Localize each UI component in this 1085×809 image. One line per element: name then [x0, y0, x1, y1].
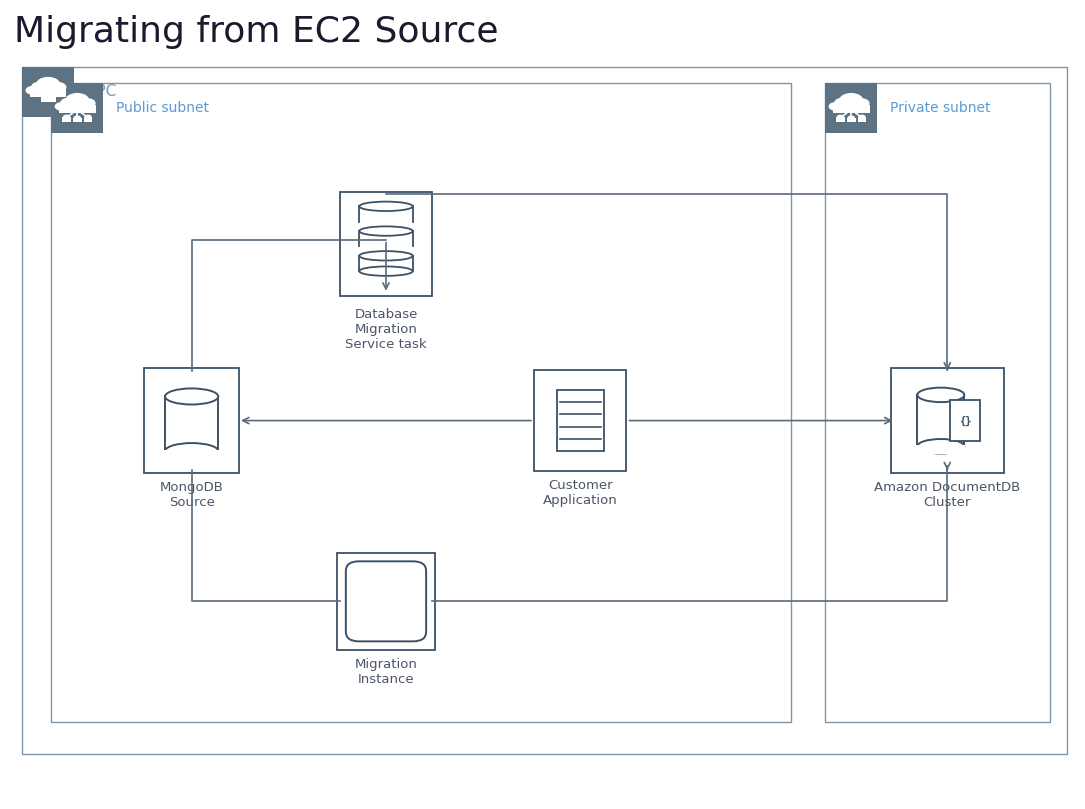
Circle shape [838, 115, 844, 120]
Ellipse shape [829, 102, 844, 111]
Circle shape [848, 116, 855, 121]
FancyBboxPatch shape [22, 67, 74, 116]
Ellipse shape [60, 97, 79, 109]
Text: Private subnet: Private subnet [890, 101, 991, 115]
Text: Public subnet: Public subnet [116, 101, 209, 115]
FancyBboxPatch shape [62, 116, 71, 121]
Ellipse shape [54, 102, 69, 111]
Text: Amazon DocumentDB
Cluster: Amazon DocumentDB Cluster [875, 481, 1020, 509]
FancyBboxPatch shape [916, 446, 966, 455]
Ellipse shape [834, 97, 854, 109]
FancyBboxPatch shape [826, 83, 877, 133]
Circle shape [85, 115, 91, 120]
Text: Database
Migration
Service task: Database Migration Service task [345, 308, 426, 351]
Circle shape [63, 115, 69, 120]
Ellipse shape [165, 443, 218, 460]
Ellipse shape [65, 93, 89, 107]
FancyBboxPatch shape [858, 116, 866, 121]
FancyBboxPatch shape [847, 117, 856, 122]
FancyBboxPatch shape [144, 368, 239, 472]
FancyBboxPatch shape [163, 451, 220, 461]
Ellipse shape [359, 227, 412, 235]
Ellipse shape [917, 388, 965, 402]
Ellipse shape [359, 266, 412, 276]
Ellipse shape [25, 86, 40, 95]
FancyBboxPatch shape [535, 371, 626, 471]
Ellipse shape [78, 98, 95, 108]
Text: Migration
Instance: Migration Instance [355, 658, 418, 685]
Circle shape [74, 108, 80, 112]
FancyBboxPatch shape [73, 117, 81, 122]
FancyBboxPatch shape [59, 105, 95, 112]
Ellipse shape [30, 82, 50, 93]
Ellipse shape [853, 98, 869, 108]
Ellipse shape [49, 82, 66, 92]
FancyBboxPatch shape [84, 116, 92, 121]
FancyBboxPatch shape [337, 553, 435, 650]
FancyBboxPatch shape [29, 89, 66, 97]
FancyBboxPatch shape [891, 368, 1004, 472]
Text: {}: {} [959, 416, 971, 426]
FancyBboxPatch shape [51, 83, 103, 133]
Ellipse shape [917, 439, 965, 454]
Text: Customer
Application: Customer Application [542, 479, 617, 507]
Ellipse shape [359, 201, 412, 211]
Ellipse shape [840, 93, 863, 107]
FancyBboxPatch shape [340, 192, 433, 295]
FancyBboxPatch shape [949, 400, 981, 442]
FancyBboxPatch shape [40, 93, 55, 102]
Circle shape [74, 116, 80, 121]
FancyBboxPatch shape [837, 116, 845, 121]
Circle shape [858, 115, 865, 120]
Ellipse shape [359, 251, 412, 260]
Text: VPC: VPC [87, 84, 117, 100]
Ellipse shape [165, 388, 218, 404]
Text: MongoDB
Source: MongoDB Source [159, 481, 224, 509]
Ellipse shape [36, 77, 60, 91]
FancyBboxPatch shape [833, 105, 869, 112]
Text: Migrating from EC2 Source: Migrating from EC2 Source [14, 15, 498, 49]
Circle shape [848, 108, 855, 112]
